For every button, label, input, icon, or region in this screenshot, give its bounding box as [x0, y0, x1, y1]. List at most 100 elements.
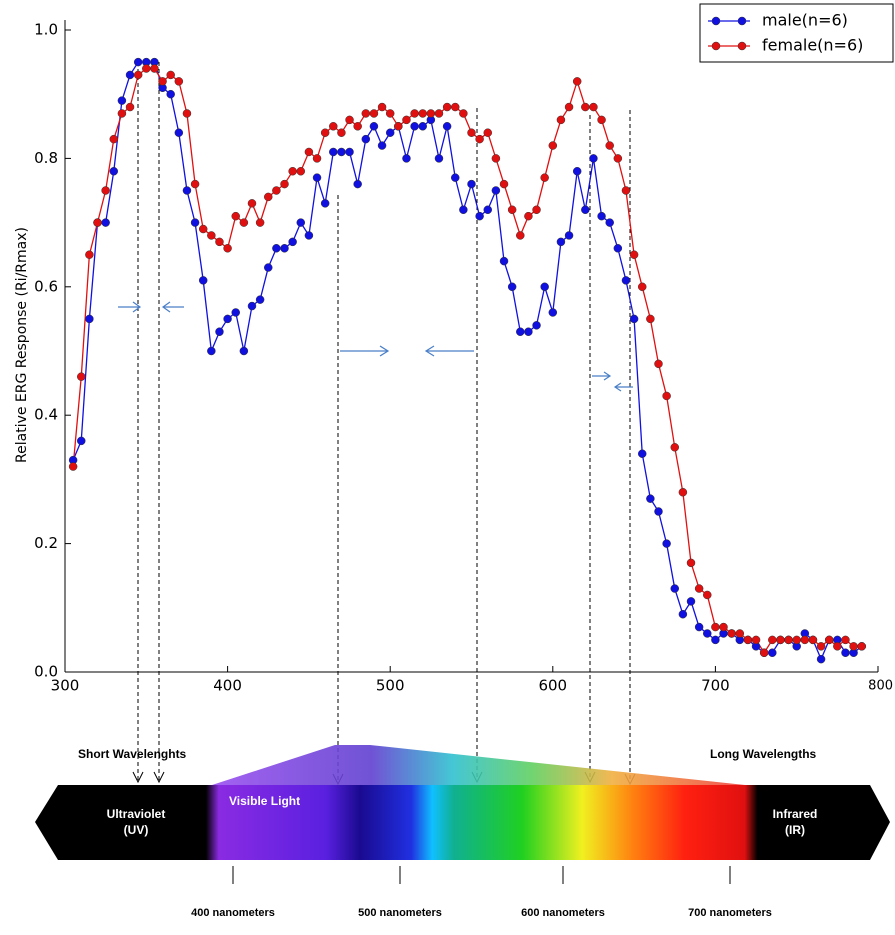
range-arrow [161, 301, 184, 313]
data-point [166, 89, 175, 99]
data-point [280, 179, 289, 189]
data-point [670, 584, 679, 593]
x-tick-label: 600 [538, 677, 567, 695]
data-point [637, 449, 647, 458]
data-point [743, 635, 753, 645]
short-label: Short Wavelenghts [78, 747, 187, 761]
data-point [816, 654, 826, 664]
data-point [646, 494, 655, 503]
data-point [255, 295, 265, 304]
data-point [719, 622, 728, 632]
data-point [776, 635, 785, 645]
data-point [540, 173, 549, 182]
data-point [654, 507, 663, 516]
legend-marker [737, 41, 747, 51]
y-tick-label: 0.2 [34, 534, 58, 552]
data-point [85, 314, 94, 324]
data-point [117, 96, 127, 105]
data-point [678, 487, 688, 497]
data-point [109, 166, 119, 176]
data-point [223, 244, 232, 253]
range-arrow [118, 301, 142, 313]
data-point [475, 211, 484, 221]
data-point [142, 64, 151, 73]
data-point [686, 558, 696, 568]
data-point [694, 622, 704, 632]
data-point [735, 629, 745, 638]
data-point [621, 276, 631, 285]
data-point [418, 109, 427, 118]
data-point [605, 218, 614, 227]
data-point [833, 642, 842, 651]
data-point [857, 642, 866, 651]
data-point [572, 166, 582, 176]
data-point [369, 109, 379, 118]
data-point [410, 122, 419, 131]
data-point [304, 231, 314, 240]
data-point [475, 134, 484, 144]
data-point [93, 218, 102, 227]
data-point [215, 327, 224, 336]
data-point [296, 218, 306, 227]
data-point [255, 218, 265, 227]
data-point [223, 314, 232, 324]
data-point [483, 205, 493, 215]
spectrum-bar [35, 785, 890, 860]
data-point [597, 115, 606, 125]
data-point [247, 301, 257, 311]
data-point [662, 391, 671, 401]
legend-label: male(n=6) [762, 11, 848, 30]
data-point [434, 154, 444, 163]
scale-label: 500 nanometers [358, 907, 442, 919]
data-point [377, 102, 387, 112]
data-point [296, 166, 306, 176]
data-point [629, 314, 639, 324]
data-point [182, 109, 192, 118]
data-point [556, 237, 566, 247]
x-tick-label: 800 [868, 679, 893, 694]
x-tick-label: 500 [376, 677, 405, 695]
data-point [727, 629, 736, 638]
data-point [345, 147, 354, 157]
data-point [320, 199, 330, 208]
x-tick-label: 700 [701, 677, 730, 695]
data-point [759, 648, 769, 657]
data-point [337, 147, 346, 157]
data-point [589, 102, 598, 112]
data-point [174, 77, 184, 86]
data-point [337, 128, 346, 137]
range-arrow [424, 345, 474, 357]
data-point [377, 141, 387, 150]
data-point [589, 154, 598, 163]
y-tick-label: 1.0 [34, 21, 58, 39]
data-point [841, 635, 850, 645]
x-tick-label: 300 [51, 677, 80, 695]
data-point [329, 147, 338, 157]
data-point [68, 462, 78, 471]
data-point [190, 218, 200, 227]
plot-area: Relative ERG Response (Ri/Rmax) [14, 20, 878, 673]
data-point [564, 231, 574, 240]
data-point [166, 70, 175, 80]
data-point [320, 128, 330, 137]
data-point [109, 134, 119, 144]
ir-label: (IR) [785, 823, 805, 837]
range-arrow [613, 382, 633, 392]
legend-marker [737, 16, 747, 26]
y-axis-label: Relative ERG Response (Ri/Rmax) [14, 227, 30, 463]
data-point [540, 282, 549, 292]
data-point [231, 211, 240, 221]
data-point [499, 179, 509, 189]
data-point [434, 109, 444, 118]
data-point [125, 70, 135, 80]
data-point [385, 109, 395, 118]
data-point [800, 635, 810, 645]
data-point [621, 186, 631, 195]
data-point [304, 147, 314, 157]
data-point [792, 635, 801, 645]
data-point [239, 218, 249, 227]
data-point [613, 244, 623, 253]
y-tick-label: 0.4 [34, 406, 58, 424]
data-point [150, 64, 159, 73]
data-point [442, 122, 452, 131]
